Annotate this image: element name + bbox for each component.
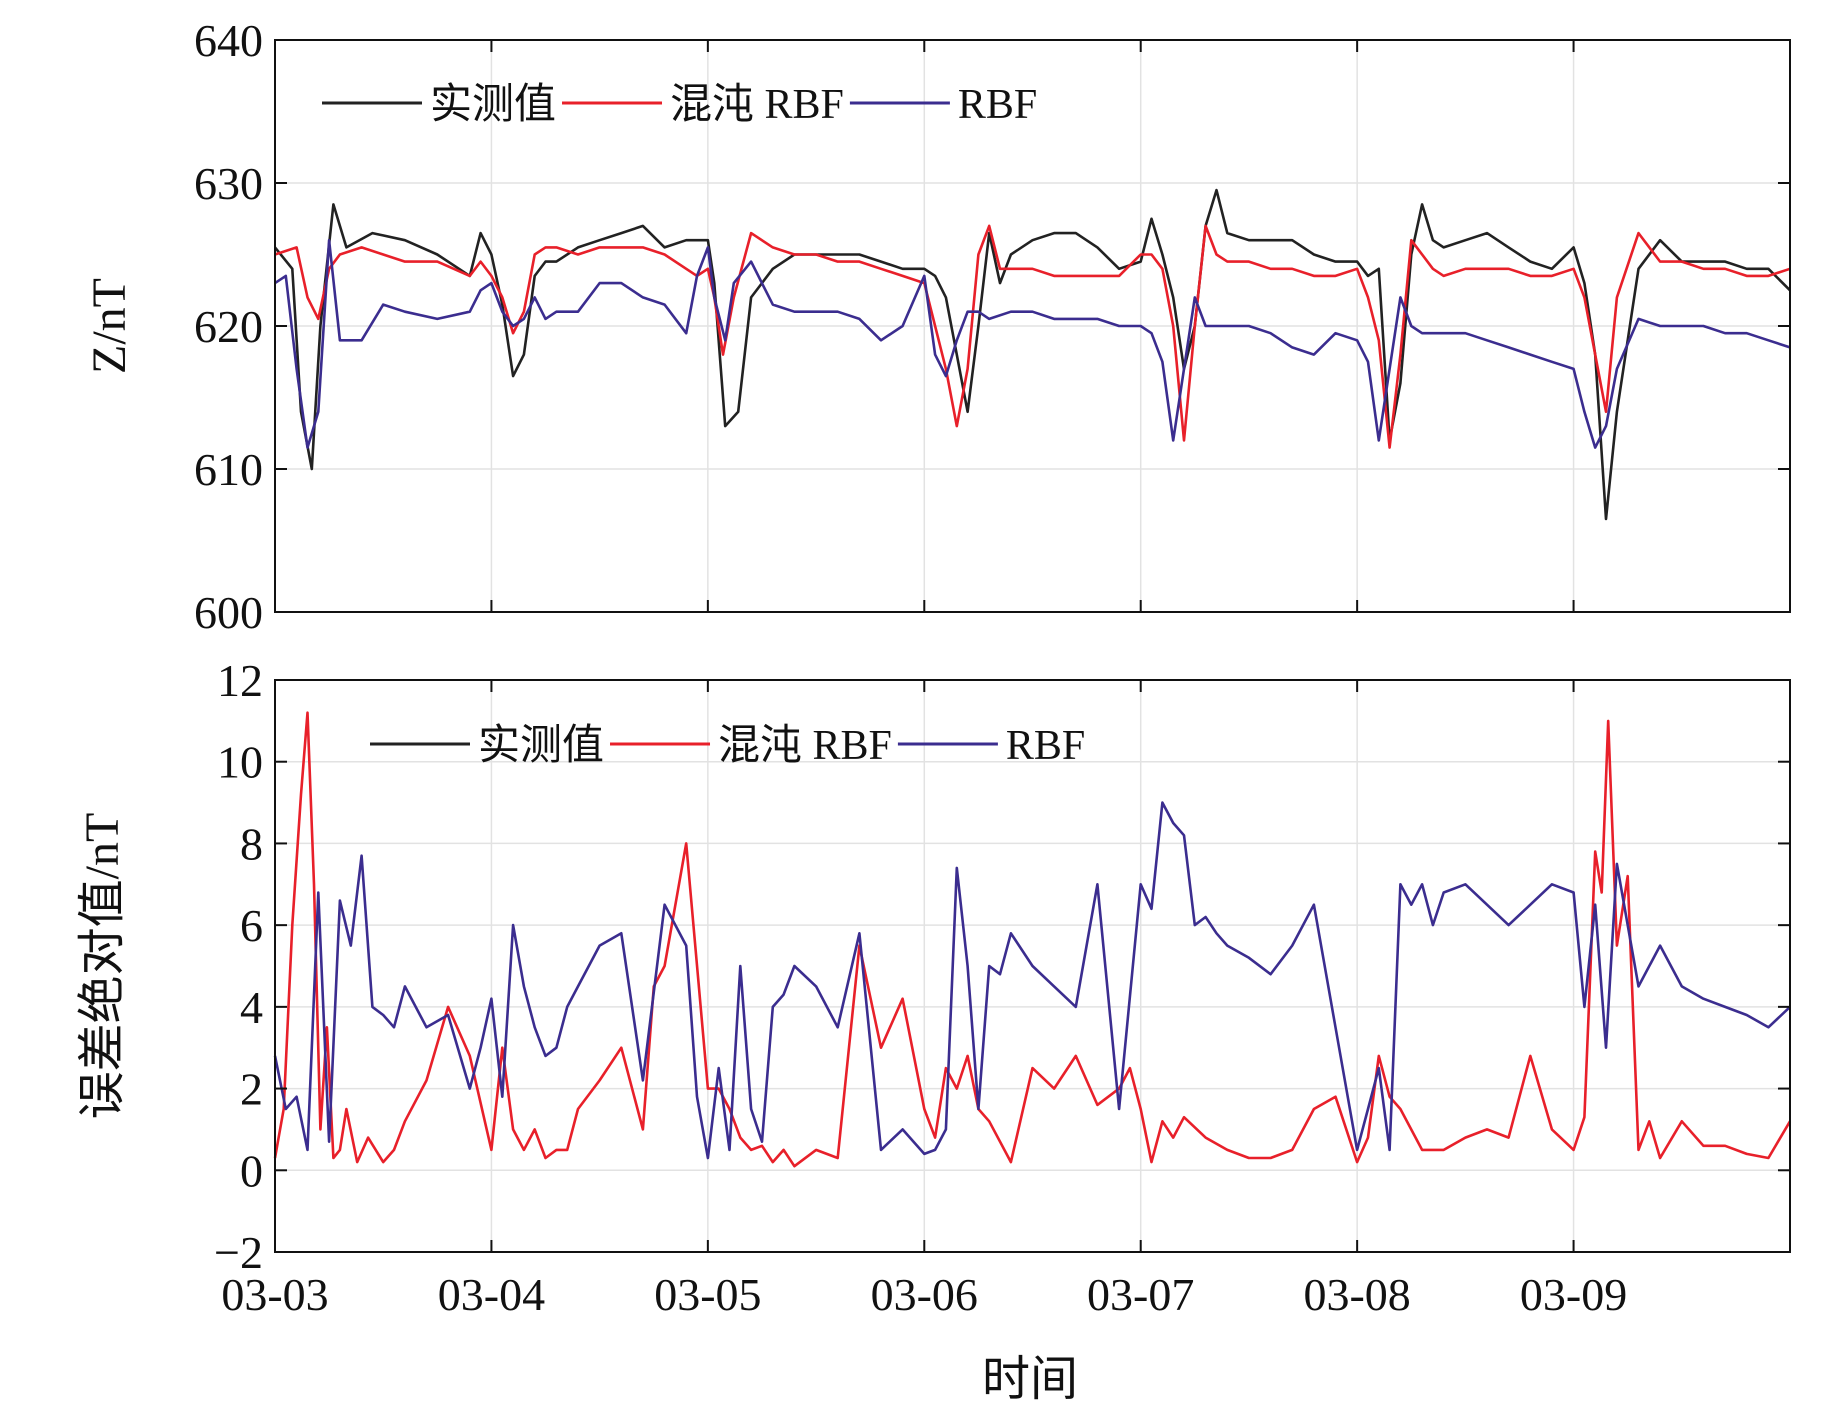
series-line-RBF xyxy=(274,238,1791,449)
legend-entry: RBF xyxy=(958,82,1037,128)
bottom-y-ticks: −2 0 2 4 6 8 10 12 xyxy=(214,655,1790,1278)
legend-entry: RBF xyxy=(1006,723,1085,769)
bottom-chart-panel: −2 0 2 4 6 8 10 12 误差绝对值/nT 实测值 混沌 RBF RBF xyxy=(76,655,1792,1278)
series-line-RBF xyxy=(273,801,1791,1160)
top-chart-panel: 600 610 620 630 640 Z/nT 实测值 混沌 RBF RBF xyxy=(83,15,1791,638)
top-x-ticks xyxy=(274,40,1575,612)
top-y-ticks: 600 610 620 630 640 xyxy=(194,15,1790,638)
series-line-实测值 xyxy=(273,188,1791,521)
y-tick-label: 4 xyxy=(240,982,263,1033)
y-tick-label: 630 xyxy=(194,158,263,209)
x-tick-labels: 03-03 03-04 03-05 03-06 03-07 03-08 03-09 xyxy=(221,1269,1627,1320)
bottom-x-ticks xyxy=(274,680,1575,1252)
y-tick-label: −2 xyxy=(214,1227,263,1278)
series-line-混沌 RBF xyxy=(273,711,1792,1168)
series-line-混沌 RBF xyxy=(274,224,1791,449)
legend-entry: 混沌 RBF xyxy=(670,82,844,128)
y-tick-label: 620 xyxy=(194,301,263,352)
bottom-series xyxy=(273,711,1792,1168)
y-tick-label: 0 xyxy=(240,1145,263,1196)
y-tick-label: 10 xyxy=(217,737,263,788)
bottom-legend: 实测值 混沌 RBF RBF xyxy=(370,722,1085,769)
y-tick-label: 2 xyxy=(240,1064,263,1115)
bottom-plot-frame xyxy=(274,679,1791,1253)
top-legend: 实测值 混沌 RBF RBF xyxy=(322,81,1037,128)
y-tick-label: 610 xyxy=(194,444,263,495)
y-tick-label: 8 xyxy=(240,818,263,869)
x-tick-label: 03-05 xyxy=(654,1269,761,1320)
top-y-axis-label: Z/nT xyxy=(83,278,136,374)
y-tick-label: 6 xyxy=(240,900,263,951)
x-tick-label: 03-06 xyxy=(871,1269,978,1320)
x-tick-label: 03-08 xyxy=(1303,1269,1410,1320)
x-tick-label: 03-07 xyxy=(1087,1269,1194,1320)
y-tick-label: 640 xyxy=(194,15,263,66)
x-tick-label: 03-03 xyxy=(221,1269,328,1320)
x-tick-label: 03-04 xyxy=(438,1269,545,1320)
legend-entry: 实测值 xyxy=(430,81,556,128)
bottom-y-axis-label: 误差绝对值/nT xyxy=(76,813,129,1120)
legend-entry: 实测值 xyxy=(478,722,604,769)
x-axis-label: 时间 xyxy=(982,1353,1078,1406)
legend-entry: 混沌 RBF xyxy=(718,723,892,769)
y-tick-label: 12 xyxy=(217,655,263,706)
top-series xyxy=(273,188,1791,521)
x-tick-label: 03-09 xyxy=(1520,1269,1627,1320)
y-tick-label: 600 xyxy=(194,587,263,638)
bottom-grid xyxy=(274,679,1790,1253)
